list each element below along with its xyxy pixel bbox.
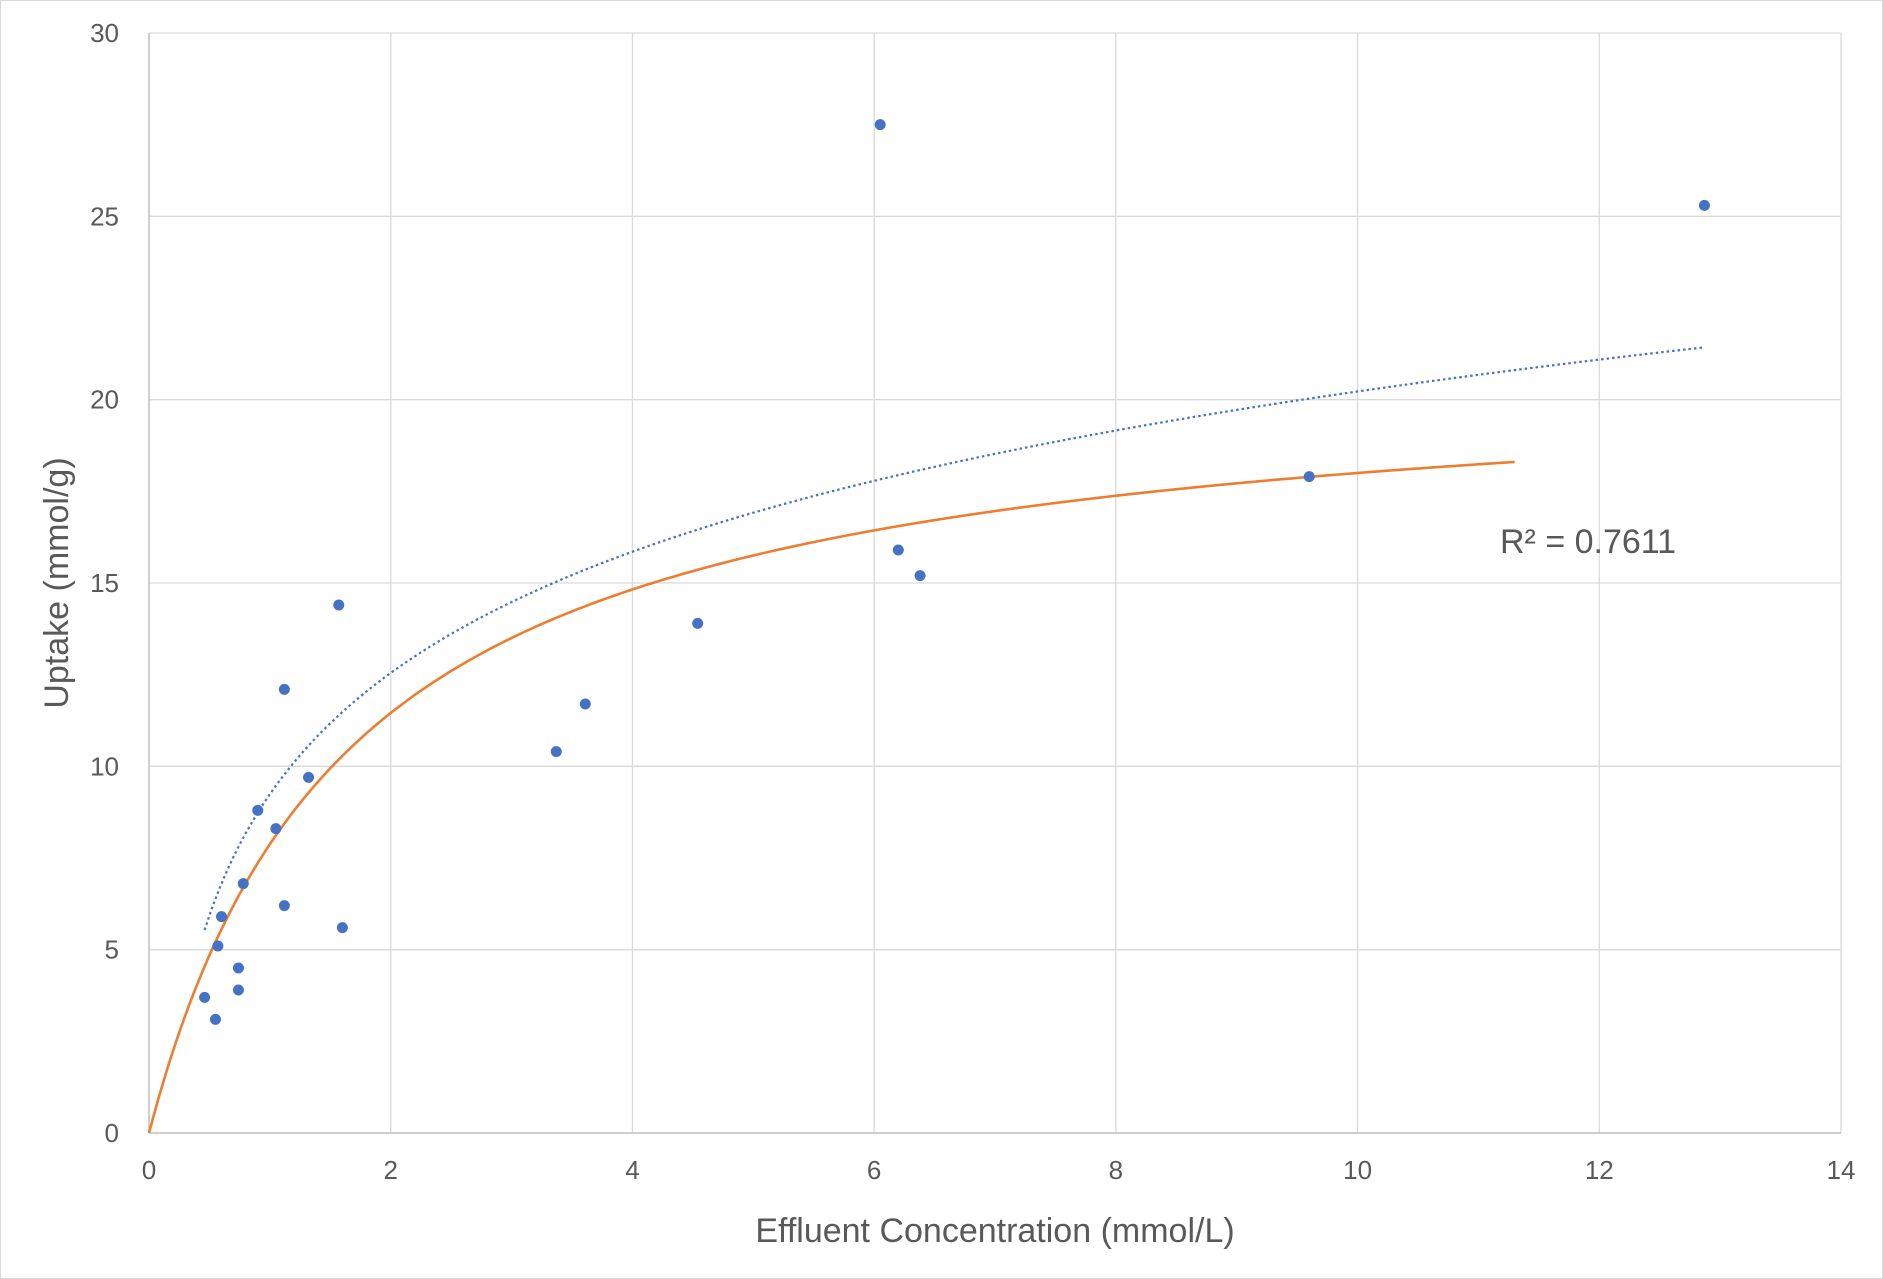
data-point (232, 962, 244, 974)
gridlines (149, 32, 1842, 1133)
y-tick-label: 5 (105, 935, 119, 965)
x-tick-label: 10 (1343, 1155, 1372, 1185)
data-point (209, 1013, 221, 1025)
data-point (692, 617, 704, 629)
data-point (278, 900, 290, 912)
y-tick-label: 20 (90, 385, 119, 415)
y-tick-label: 15 (90, 568, 119, 598)
data-point (579, 698, 591, 710)
tick-labels: 0 2 4 6 8 10 12 14 0 5 10 15 20 25 30 (90, 18, 1855, 1185)
data-point (270, 823, 282, 835)
data-point (914, 570, 926, 582)
r-squared-annotation: R² = 0.7611 (1500, 523, 1676, 561)
log-trendline (203, 346, 1703, 931)
data-point (303, 771, 315, 783)
y-tick-label: 10 (90, 751, 119, 781)
fit-curves (147, 346, 1703, 1134)
data-point (216, 911, 228, 923)
data-point (892, 544, 904, 556)
data-point (212, 940, 224, 952)
x-tick-label: 2 (383, 1155, 397, 1185)
x-tick-label: 0 (142, 1155, 156, 1185)
data-point (550, 746, 562, 758)
x-tick-label: 8 (1109, 1155, 1123, 1185)
x-tick-label: 6 (867, 1155, 881, 1185)
x-tick-label: 12 (1585, 1155, 1614, 1185)
data-point (874, 119, 886, 131)
data-point (252, 804, 264, 816)
data-points (199, 119, 1710, 1025)
axes (148, 33, 1841, 1134)
data-point (336, 922, 348, 934)
data-point (1698, 199, 1710, 211)
y-tick-label: 0 (105, 1118, 119, 1148)
data-point (1303, 471, 1315, 483)
data-point (232, 984, 244, 996)
data-point (237, 878, 249, 890)
langmuir-fit-curve (147, 460, 1515, 1134)
x-tick-label: 14 (1827, 1155, 1856, 1185)
data-point (333, 599, 345, 611)
data-point (199, 991, 211, 1003)
y-axis-title: Uptake (mmol/g) (38, 457, 76, 708)
y-tick-label: 30 (90, 18, 119, 48)
x-tick-label: 4 (625, 1155, 639, 1185)
data-point (278, 683, 290, 695)
y-tick-label: 25 (90, 201, 119, 231)
x-axis-title: Effluent Concentration (mmol/L) (755, 1212, 1234, 1250)
